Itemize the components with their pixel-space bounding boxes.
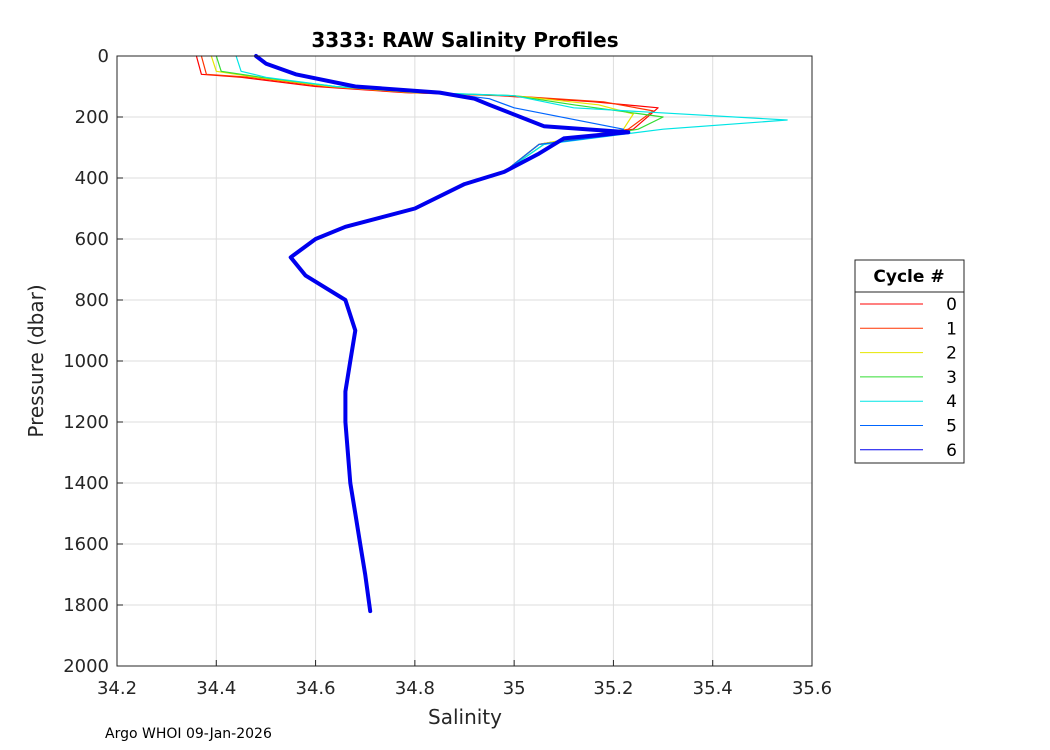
legend-items: 0 1 2 3 4 5 6 [860, 295, 957, 461]
chart-title: 3333: RAW Salinity Profiles [311, 28, 618, 52]
legend-label-cycle-2: 2 [946, 344, 957, 364]
legend-label-cycle-1: 1 [946, 319, 957, 339]
legend-label-cycle-4: 4 [946, 392, 957, 412]
legend-label-cycle-5: 5 [946, 417, 957, 437]
legend-box [854, 291, 965, 464]
y-tick-label: 0 [98, 46, 109, 67]
x-tick-label: 35 [503, 678, 526, 699]
legend-title: Cycle # [873, 267, 944, 287]
x-tick-label: 35.2 [593, 678, 633, 699]
x-tick-label: 35.4 [693, 678, 733, 699]
legend-label-cycle-0: 0 [946, 295, 957, 315]
legend-label-cycle-3: 3 [946, 368, 957, 388]
y-tick-label: 1000 [63, 351, 109, 372]
y-tick-label: 800 [75, 290, 109, 311]
series-line-cycle-6 [254, 54, 631, 614]
legend: Cycle # 0 1 2 3 4 5 6 [854, 259, 965, 464]
legend-label-cycle-6: 6 [946, 441, 957, 461]
x-tick-label: 34.8 [395, 678, 435, 699]
y-axis-label: Pressure (dbar) [24, 284, 48, 437]
y-tick-label: 400 [75, 168, 109, 189]
y-tick-label: 1400 [63, 473, 109, 494]
series-line-cycle-3 [215, 55, 664, 612]
y-axis-ticks: 0 200 400 600 800 1000 1200 1400 1600 1800 2000 [63, 46, 123, 677]
grid [116, 55, 813, 667]
series-line-cycle-4 [235, 55, 788, 612]
y-tick-label: 200 [75, 107, 109, 128]
x-tick-label: 34.6 [296, 678, 336, 699]
y-tick-label: 600 [75, 229, 109, 250]
series-layer [195, 54, 788, 614]
footer-credit: Argo WHOI 09-Jan-2026 [105, 726, 272, 742]
x-tick-label: 34.2 [97, 678, 137, 699]
y-tick-label: 2000 [63, 656, 109, 677]
x-tick-label: 34.4 [196, 678, 236, 699]
x-tick-label: 35.6 [792, 678, 832, 699]
x-axis-ticks: 34.2 34.4 34.6 34.8 35 35.2 35.4 35.6 [97, 660, 832, 699]
legend-title-box [854, 259, 965, 293]
x-axis-label: Salinity [428, 705, 502, 729]
y-tick-label: 1600 [63, 534, 109, 555]
y-tick-label: 1800 [63, 595, 109, 616]
y-tick-label: 1200 [63, 412, 109, 433]
